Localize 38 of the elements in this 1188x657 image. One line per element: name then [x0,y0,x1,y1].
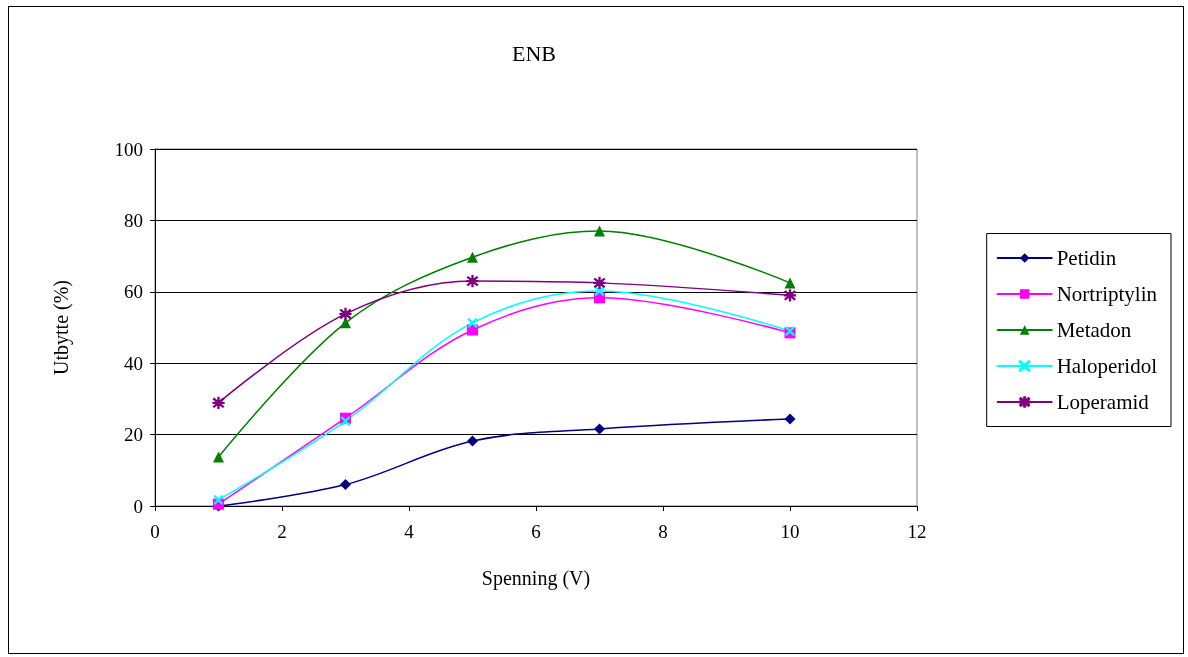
legend-label: Haloperidol [1056,354,1158,378]
legend-label: Metadon [1056,318,1132,342]
point [339,307,352,321]
point [594,423,605,435]
y-tick-label: 40 [124,352,143,374]
x-tick-label: 10 [780,521,800,542]
y-axis-title: Utbytte (%) [50,280,73,375]
legend-label: Loperamid [1056,390,1150,414]
x-axis-title: Spenning (V) [481,567,591,590]
y-tick-label: 60 [124,281,143,303]
x-tick-label: 12 [907,521,927,542]
chart-title: ENB [512,40,556,66]
point [594,225,605,237]
x-tick-label: 6 [531,521,541,542]
point [593,276,606,289]
x-tick-label: 0 [150,521,160,542]
point [784,413,796,425]
point [467,251,478,263]
point [467,318,478,328]
point [467,435,478,447]
legend-label: Nortriptylin [1056,282,1158,306]
y-tick-label: 0 [133,495,143,517]
y-tick-label: 100 [114,138,143,160]
point [784,277,796,289]
x-tick-label: 8 [658,521,668,542]
y-tick-label: 80 [124,209,143,231]
x-tick-label: 4 [404,521,415,542]
legend-label: Petidin [1056,246,1117,270]
x-tick-label: 2 [277,521,287,542]
y-tick-label: 20 [124,424,143,446]
point [213,451,224,463]
point [213,495,224,505]
point [340,317,351,329]
point [340,416,351,426]
point [212,396,225,409]
point [340,479,351,491]
point [783,289,797,302]
point [466,274,479,288]
